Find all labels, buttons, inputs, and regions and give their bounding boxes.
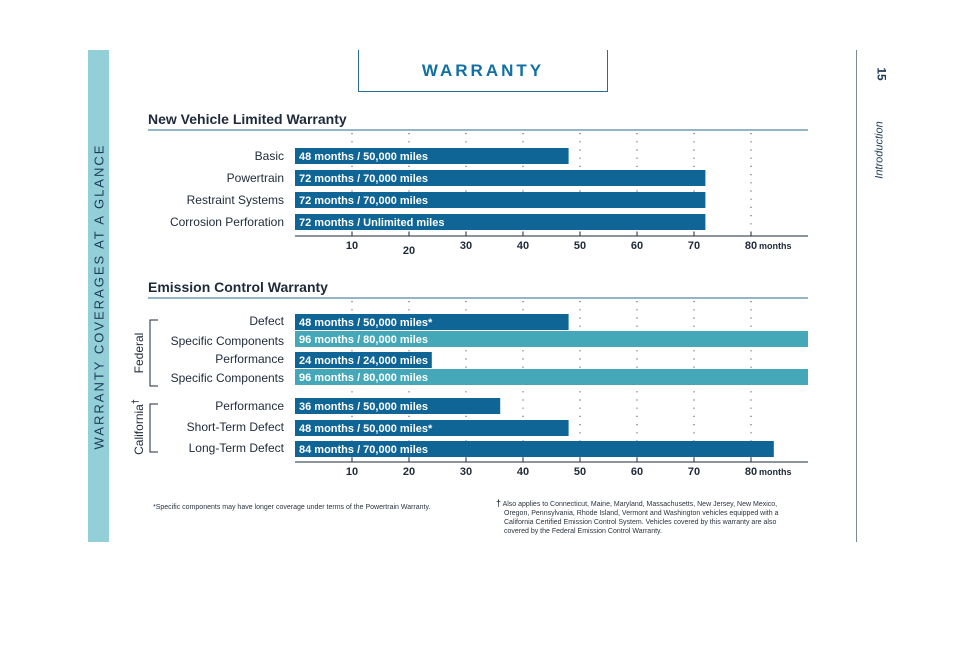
chart-1-bar-4 <box>295 214 706 230</box>
chart-1-row-label-1: Basic <box>255 149 284 163</box>
chart-2-x-unit: months <box>759 467 792 477</box>
footnote-right-line-3: California Certified Emission Control Sy… <box>504 519 777 526</box>
chart-1-tick-label-60: 60 <box>631 240 643 252</box>
chart-1-tick-label-80: 80 <box>745 240 757 252</box>
chart-2-row-label-7: Long-Term Defect <box>189 441 285 455</box>
chart-1-tick-label-50: 50 <box>574 240 586 252</box>
right-divider <box>856 50 857 542</box>
chart-2-group-bracket-1 <box>149 319 158 387</box>
chart-1-row-label-2: Powertrain <box>227 171 284 185</box>
chart-2-tick-label-30: 30 <box>460 466 472 478</box>
chart-1-title: New Vehicle Limited Warranty <box>148 111 347 127</box>
chart-2-row-label-5: Performance <box>215 399 284 413</box>
chart-2-tick-label-50: 50 <box>574 466 586 478</box>
chart-2-bar-3 <box>295 352 432 368</box>
chart-2-bar-label-5: 36 months / 50,000 miles <box>299 401 428 413</box>
chart-2-tick-label-60: 60 <box>631 466 643 478</box>
chart-2-bar-2 <box>295 331 808 347</box>
chart-1-bar-2 <box>295 170 706 186</box>
chart-2-row-label-6: Short-Term Defect <box>187 420 285 434</box>
chart-2-tick-label-70: 70 <box>688 466 700 478</box>
chart-1-tick-label-40: 40 <box>517 240 529 252</box>
chart-2-bar-4 <box>295 369 808 385</box>
chart-2-row-label-3: Performance <box>215 352 284 366</box>
footnote-right-line-4: covered by the Federal Emission Control … <box>504 528 662 535</box>
chart-2-bar-5 <box>295 398 501 414</box>
chart-1-bar-3 <box>295 192 706 208</box>
chart-1-row-label-3: Restraint Systems <box>187 193 284 207</box>
chart-1-tick-label-10: 10 <box>346 240 358 252</box>
chart-2-group-bracket-2 <box>149 403 158 453</box>
chart-2-bar-label-6: 48 months / 50,000 miles* <box>299 423 433 435</box>
chart-2-bar-6 <box>295 420 569 436</box>
chart-2-tick-label-10: 10 <box>346 466 358 478</box>
chart-2-tick-label-80: 80 <box>745 466 757 478</box>
chart-2-row-label-1: Defect <box>249 314 284 328</box>
chart-1-bar-label-3: 72 months / 70,000 miles <box>299 195 428 207</box>
chart-1-tick-label-70: 70 <box>688 240 700 252</box>
chart-2-group-superscript-2: † <box>130 399 140 404</box>
chart-1-bar-label-4: 72 months / Unlimited miles <box>299 217 444 229</box>
sidebar-band <box>88 50 109 542</box>
chart-2-bar-label-4: 96 months / 80,000 miles <box>299 372 428 384</box>
chart-2-title: Emission Control Warranty <box>148 279 328 295</box>
chart-2-group-label-2: California† <box>130 399 146 455</box>
chart-2-tick-label-40: 40 <box>517 466 529 478</box>
chart-2-bar-label-7: 84 months / 70,000 miles <box>299 444 428 456</box>
chart-2-bar-label-1: 48 months / 50,000 miles* <box>299 317 433 329</box>
chart-2-bar-7 <box>295 441 774 457</box>
chart-1-row-label-4: Corrosion Perforation <box>170 215 284 229</box>
chart-1-x-unit: months <box>759 241 792 251</box>
footnote-left: *Specific components may have longer cov… <box>153 504 431 511</box>
chart-1-bar-1 <box>295 148 569 164</box>
chart-1-tick-label-30: 30 <box>460 240 472 252</box>
chart-2-bar-label-3: 24 months / 24,000 miles <box>299 355 428 367</box>
footnote-right-line-1: Also applies to Connecticut, Maine, Mary… <box>502 501 778 508</box>
chart-2-row-label-2: Specific Components <box>171 334 284 348</box>
chart-2-group-label-1: Federal <box>132 333 146 374</box>
chart-2-bar-label-2: 96 months / 80,000 miles <box>299 334 428 346</box>
chart-1-bar-label-2: 72 months / 70,000 miles <box>299 173 428 185</box>
footnote-right-line-2: Oregon, Pennsylvania, Rhode Island, Verm… <box>504 510 779 517</box>
chart-2-bar-1 <box>295 314 569 330</box>
footnote-right: † Also applies to Connecticut, Maine, Ma… <box>496 499 836 536</box>
chart-2-tick-label-20: 20 <box>403 466 415 478</box>
footnote-dagger: † <box>496 498 502 508</box>
chart-1-bar-label-1: 48 months / 50,000 miles <box>299 151 428 163</box>
page-title: WARRANTY <box>421 60 545 80</box>
chart-1-tick-label-20: 20 <box>403 245 415 257</box>
chart-2-row-label-4: Specific Components <box>171 371 284 385</box>
page-title-box: WARRANTY <box>358 50 608 92</box>
